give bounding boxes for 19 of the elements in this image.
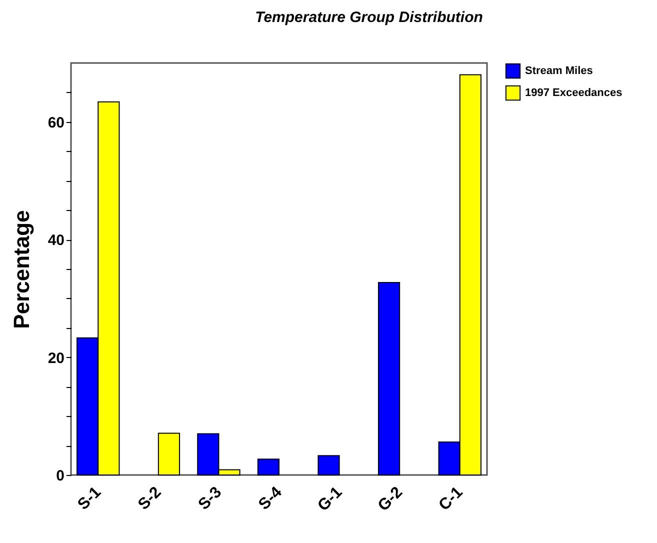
x-tick-label: S-4 (256, 484, 286, 514)
bar (158, 432, 180, 476)
legend-label: Stream Miles (525, 65, 593, 77)
x-tick-label: S-1 (74, 484, 105, 514)
chart-title: Temperature Group Distribution (255, 9, 483, 26)
y-axis-title: Percentage (8, 210, 34, 329)
y-tick-label: 40 (48, 232, 64, 250)
x-tick-label: G-2 (375, 484, 406, 515)
bar (318, 455, 340, 476)
x-tick-label: S-2 (135, 484, 165, 514)
legend-label: 1997 Exceedances (525, 87, 622, 99)
bar (257, 458, 280, 476)
y-tick-label: 0 (56, 468, 64, 484)
x-tick-label: G-1 (314, 484, 346, 515)
x-tick-label: C-1 (436, 484, 466, 514)
bar (378, 282, 400, 476)
y-tick-label: 60 (48, 114, 64, 132)
y-tick-label: 20 (48, 350, 64, 367)
x-tick-label: S-3 (195, 484, 226, 514)
